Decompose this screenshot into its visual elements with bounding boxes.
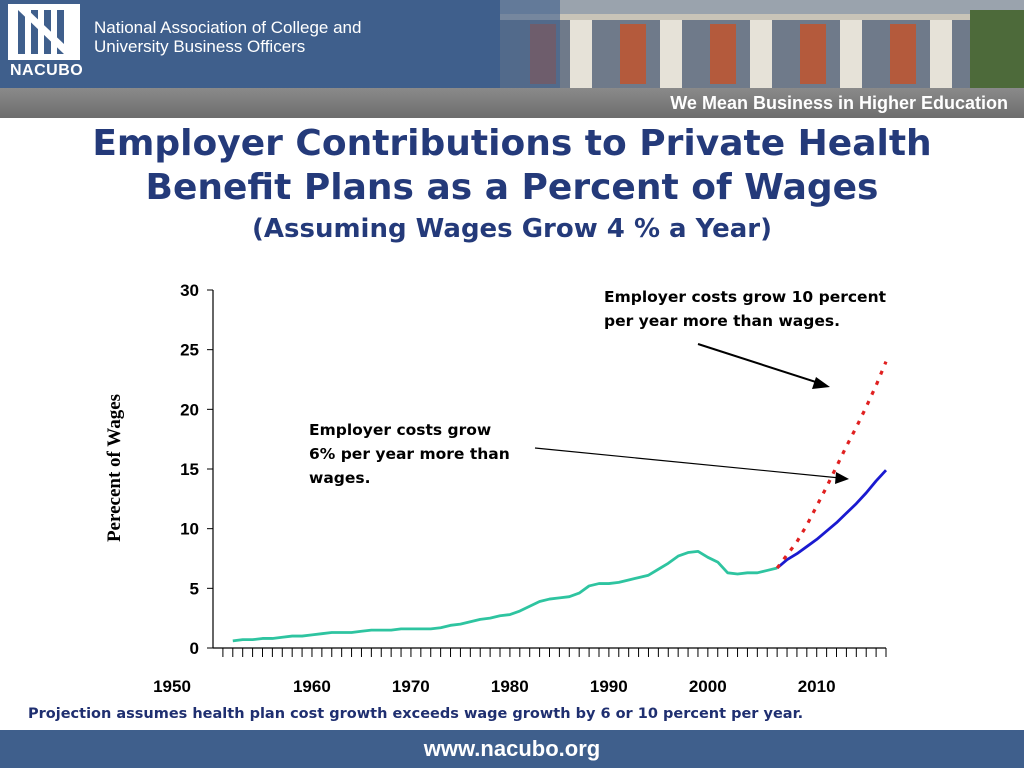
chart-axes: 0 5 10 15 20 25 30 1950 1960 1970 1980 1990 2000 2010	[153, 281, 887, 696]
annotation-6pct-text: wages.	[309, 469, 371, 487]
annotation-6pct-arrow	[534, 447, 841, 479]
x-tick-label: 1960	[293, 677, 331, 696]
y-tick-label: 10	[180, 520, 199, 539]
org-name-line2: University Business Officers	[94, 37, 306, 56]
footnote: Projection assumes health plan cost grow…	[28, 706, 804, 722]
series-line-proj_6	[776, 469, 888, 570]
series-line-proj_10	[775, 360, 888, 570]
x-tick-label: 2000	[689, 677, 727, 696]
slide-title: Employer Contributions to Private Health…	[0, 122, 1024, 210]
annotation-10pct-text: per year more than wages.	[604, 312, 840, 330]
building-photo	[500, 0, 1024, 88]
annotation-10pct-arrowhead	[812, 377, 830, 389]
y-tick-label: 0	[190, 639, 199, 658]
y-tick-label: 15	[180, 460, 199, 479]
tagline: We Mean Business in Higher Education	[670, 93, 1008, 113]
tagline-bar: We Mean Business in Higher Education	[0, 88, 1024, 118]
annotation-10pct-arrow	[697, 343, 823, 385]
x-tick-label: 1980	[491, 677, 529, 696]
annotation-10pct-text: Employer costs grow 10 percent	[604, 288, 887, 306]
y-tick-label: 5	[190, 579, 199, 598]
chart-series	[232, 360, 888, 643]
y-tick-label: 25	[180, 341, 199, 360]
x-tick-label: 1970	[392, 677, 430, 696]
footer-bar: www.nacubo.org	[0, 730, 1024, 768]
org-name: National Association of College and Univ…	[94, 18, 414, 56]
slide-title-line1: Employer Contributions to Private Health	[92, 123, 932, 164]
y-tick-label: 30	[180, 281, 199, 300]
x-tick-label: 1990	[590, 677, 628, 696]
y-tick-label: 20	[180, 400, 199, 419]
org-name-line1: National Association of College and	[94, 18, 362, 37]
logo-wordmark: NACUBO	[10, 62, 84, 79]
annotation-6pct-text: Employer costs grow	[309, 421, 491, 439]
annotation-6pct-text: 6% per year more than	[309, 445, 510, 463]
nacubo-logo	[8, 4, 80, 60]
header-banner: NACUBO National Association of College a…	[0, 0, 1024, 88]
chart-annotations: Employer costs grow 10 percent per year m…	[309, 288, 887, 487]
series-line-historical	[232, 549, 778, 643]
annotation-6pct-arrowhead	[835, 472, 849, 484]
x-tick-label: 1950	[153, 677, 191, 696]
x-tick-label: 2010	[798, 677, 836, 696]
footer-url[interactable]: www.nacubo.org	[423, 736, 601, 761]
y-axis-label: Perecent of Wages	[104, 394, 125, 542]
line-chart: 0 5 10 15 20 25 30 1950 1960 1970 1980 1990 2000 2010…	[104, 281, 888, 696]
slide-subtitle: (Assuming Wages Grow 4 % a Year)	[252, 214, 772, 244]
slide-title-line2: Benefit Plans as a Percent of Wages	[145, 167, 879, 208]
